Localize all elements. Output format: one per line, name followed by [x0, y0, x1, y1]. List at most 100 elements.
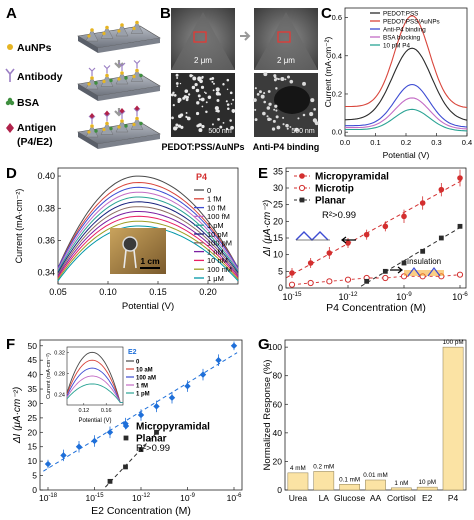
particle-dot [254, 108, 257, 111]
legend-entry: Anti-P4 binding [383, 26, 426, 33]
legend-entry: Planar [136, 434, 167, 445]
inset-legend-entry: 1 pM [136, 391, 150, 397]
nanoparticle-dot [185, 95, 187, 98]
bsa-mark [94, 129, 98, 133]
data-point [382, 268, 388, 274]
y-tick-label: 0.34 [37, 268, 55, 278]
inset-y-tick-label: 0.32 [54, 350, 65, 356]
substrate-side [78, 36, 98, 53]
aunp-particle [132, 74, 136, 79]
nanoparticle-dot [197, 94, 201, 98]
x-tick-label: 10-15 [85, 493, 104, 503]
scale-top-left: 2 μm [194, 56, 212, 65]
particle-dot [289, 79, 294, 84]
y-tick-label: 30 [273, 183, 283, 193]
fit-line [286, 179, 463, 279]
data-point [137, 411, 145, 419]
particle-dot [262, 111, 266, 116]
legend-entry: PEDOT:PSS/AuNPs [383, 18, 440, 25]
legend-entry: BSA blocking [383, 34, 421, 41]
inset-series-line [66, 359, 123, 403]
fit-lines [286, 179, 463, 287]
inset-legend-entry: 100 aM [136, 375, 156, 381]
series-lines [344, 15, 468, 132]
nanoparticle-dot [185, 112, 188, 114]
legend-entry: Micropyramidal [315, 172, 389, 183]
nanoparticle-dot [201, 124, 205, 129]
series-line [57, 186, 239, 269]
lead-icon [123, 249, 137, 269]
data-point [345, 240, 351, 246]
inset-lines [66, 351, 123, 403]
nanoparticle-dot [211, 123, 214, 126]
panel-c: C Current (mA·cm⁻²) Potential (V) 0.0 0.1… [321, 5, 472, 160]
series-line [57, 211, 239, 277]
y-tick-label: 35 [273, 166, 283, 176]
label-aunps: AuNPs [17, 42, 52, 54]
x-ticks: 0.0 0.1 0.2 0.3 0.4 [340, 133, 472, 147]
inset-series-line [66, 375, 123, 403]
particle-dot [314, 121, 319, 126]
inset-x-tick-label: 0.16 [101, 408, 112, 414]
nanoparticle-dot [177, 114, 182, 119]
nanoparticle-dot [189, 74, 193, 78]
panel-f-letter: F [6, 336, 15, 353]
y-axis-label: ΔI (μA·cm⁻²) [12, 387, 23, 444]
inset-x-label: Potential (V) [78, 418, 111, 424]
bar [391, 487, 412, 491]
particle-dot [272, 119, 276, 123]
plot-frame [284, 339, 467, 491]
particle-dot [286, 127, 289, 130]
antibody-mark [88, 67, 96, 76]
pointer-arrow-icon [390, 266, 403, 274]
nanoparticle-dot [173, 94, 177, 97]
legend-entry: 100 nM [207, 265, 232, 274]
legend-entry: 1 fM [207, 195, 222, 204]
particle-dot [280, 76, 285, 82]
x-tick-labels: Urea LA Glucose AA Cortisol E2 P4 [289, 493, 459, 503]
y-tick-label: 0.40 [37, 171, 55, 181]
legend-entry: Microtip [315, 184, 354, 195]
x-tick-label: 0.3 [431, 138, 441, 147]
panel-f: F ΔI (μA·cm⁻²) E2 Concentration (M) 10-1… [6, 336, 243, 517]
antigen-icon [6, 123, 14, 133]
substrate-side [78, 132, 98, 149]
particle-dot [271, 127, 276, 131]
fit-line [360, 226, 463, 287]
particle-dot [289, 126, 292, 128]
particle-dot [263, 72, 268, 77]
panel-a-letter: A [6, 5, 17, 22]
bar-label: 10 pM [418, 479, 436, 486]
data-point [44, 460, 52, 468]
plot-frame [285, 167, 467, 289]
data-point [307, 279, 314, 287]
fit-lines [43, 352, 238, 488]
aunp-particle [117, 29, 121, 33]
nanoparticle-dot [215, 109, 218, 113]
legend-entry: 10 nM [207, 256, 228, 265]
data-point [230, 342, 238, 349]
substrate-side [98, 86, 160, 101]
antibody-mark [133, 108, 141, 117]
x-tick-label: 10-6 [452, 291, 468, 302]
nanoparticle-dot [215, 87, 220, 92]
legend-entry: Planar [315, 196, 346, 207]
data-point [326, 278, 333, 285]
data-point [438, 235, 444, 241]
particle-dot [267, 117, 271, 122]
x-ticks: 10-15 10-12 10-9 10-6 [282, 285, 468, 302]
y-axis-label: Current (mA·cm⁻²) [14, 189, 24, 264]
panel-e-letter: E [258, 165, 268, 182]
nanoparticle-dot [201, 105, 204, 108]
y-tick-label: 0.6 [332, 13, 342, 22]
particle-dot [275, 87, 278, 90]
particle-dot [282, 123, 285, 126]
nanoparticle-dot [186, 95, 189, 99]
inset-plot: Current (mA·cm⁻²) Potential (V) 0.24 0.28… [46, 346, 156, 424]
nanoparticle-dot [175, 126, 178, 129]
aunp-particle [117, 125, 121, 129]
nanoparticle-dot [199, 79, 203, 84]
data-point [420, 248, 426, 254]
